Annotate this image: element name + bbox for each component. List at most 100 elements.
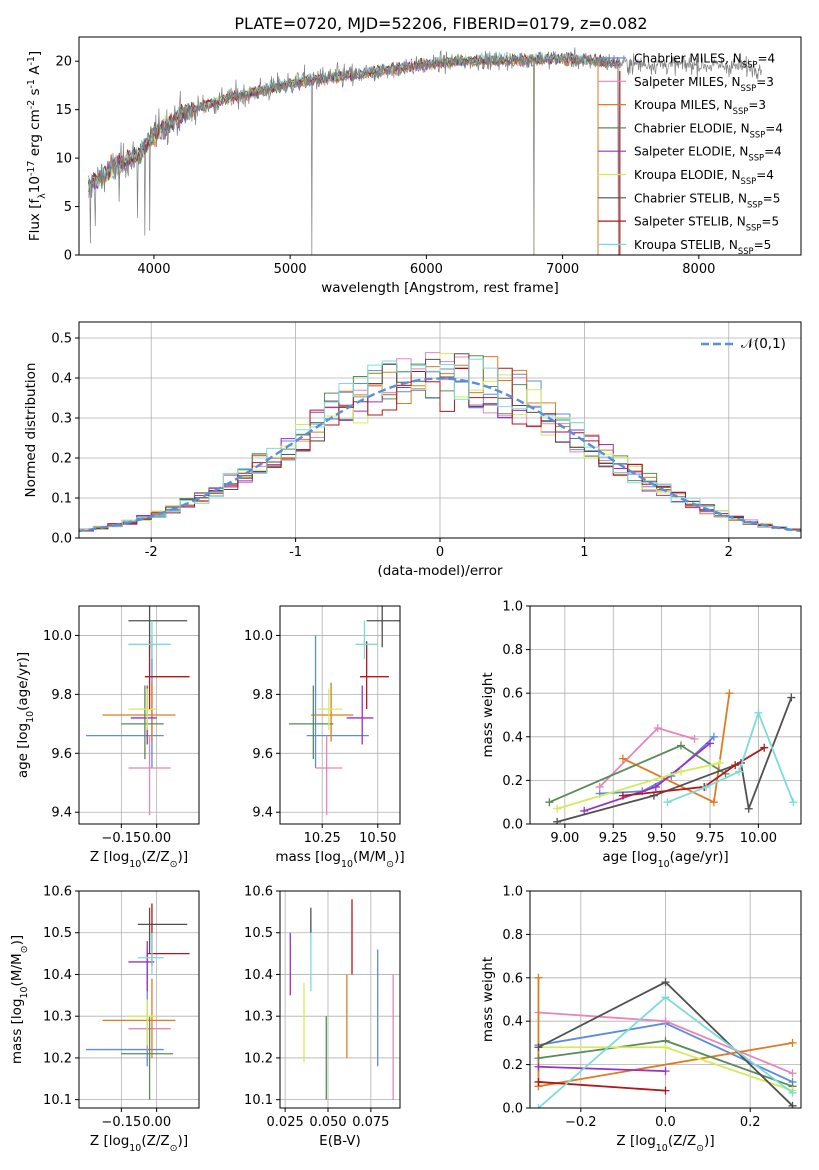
mass_vs_z-frame <box>78 890 200 1109</box>
y-tick-label: 0.0 <box>51 532 72 547</box>
weight-marker <box>709 798 718 807</box>
weight-marker <box>661 1067 670 1076</box>
legend-label: Chabrier ELODIE, NSSP=4 <box>634 121 783 139</box>
weight-marker <box>744 804 753 813</box>
x-axis-label: mass [log10(M/M⊙)] <box>275 849 404 870</box>
y-tick-label: 10.4 <box>244 968 273 983</box>
x-tick-label: 9.50 <box>647 831 676 846</box>
y-tick-label: 0 <box>64 249 72 264</box>
x-tick-label: 0.2 <box>740 1115 761 1130</box>
weight_vs_age-plot <box>545 689 798 824</box>
x-axis-label: (data-model)/error <box>377 563 503 579</box>
weight-marker <box>534 1054 543 1063</box>
gaussian-curve <box>79 377 801 533</box>
x-tick-label: -2 <box>145 545 158 560</box>
weight-marker <box>702 782 711 791</box>
legend-label: Salpeter ELODIE, NSSP=4 <box>634 145 782 163</box>
weight-marker <box>661 993 670 1002</box>
x-axis-label: age [log10(age/yr)] <box>602 849 728 870</box>
age_vs_mass-frame <box>279 605 401 825</box>
weight-line <box>538 1065 666 1073</box>
legend-label: Kroupa STELIB, NSSP=5 <box>634 238 771 256</box>
x-tick-label: 0 <box>436 545 444 560</box>
observed-spectrum-line <box>88 47 762 255</box>
mass_vs_z-plot <box>86 903 190 1100</box>
y-tick-label: 0.2 <box>51 452 72 467</box>
weight-marker <box>553 817 562 824</box>
x-tick-label: 0.025 <box>267 1115 304 1130</box>
spectrum-frame <box>78 36 802 256</box>
weight-line <box>538 1081 666 1092</box>
x-tick-label: -1 <box>289 545 302 560</box>
legend-label: Kroupa MILES, NSSP=3 <box>634 98 766 116</box>
x-tick-label: 0.050 <box>309 1115 346 1130</box>
y-axis-label: mass weight <box>480 672 496 757</box>
weight_vs_z-axes: −0.2 0.0 0.2 0.0 0.2 0.4 0.6 0.8 1.0 Z [log10(Z/Z… <box>480 885 801 1154</box>
weight-marker <box>709 732 718 741</box>
gaussian-legend-label: 𝒩(0,1) <box>741 336 786 352</box>
y-axis-label: age [log10(age/yr)] <box>15 652 36 778</box>
y-tick-label: 10.2 <box>43 1051 72 1066</box>
x-tick-label: 2 <box>725 545 733 560</box>
weight-marker <box>661 978 670 987</box>
y-tick-label: 10.6 <box>244 885 273 900</box>
spectrum-axes: 4000 5000 6000 7000 8000 0 5 10 15 20 wavelength [… <box>26 51 716 296</box>
y-tick-label: 10.1 <box>244 1093 273 1108</box>
weight-marker <box>661 1086 670 1095</box>
weight-marker <box>788 1088 797 1097</box>
figure-title: PLATE=0720, MJD=52206, FIBERID=0179, z=0… <box>234 14 647 33</box>
age_vs_z-plot <box>86 606 190 816</box>
weight-marker <box>788 1101 797 1108</box>
x-tick-label: 10.25 <box>304 831 341 846</box>
y-tick-label: 0.5 <box>51 332 72 347</box>
x-tick-label: 9.00 <box>550 831 579 846</box>
y-axis-label: mass [log10(M/M⊙)] <box>9 935 30 1064</box>
y-tick-label: 9.4 <box>51 806 72 821</box>
y-tick-label: 1.0 <box>502 600 523 615</box>
mass_vs_ebv-axes: 0.025 0.050 0.075 10.1 10.2 10.3 10.4 10.5 10.6 E… <box>244 885 400 1149</box>
y-axis-label: mass weight <box>480 957 496 1042</box>
weight-marker <box>651 782 660 791</box>
x-axis-label: wavelength [Angstrom, rest frame] <box>321 280 559 296</box>
weight-marker <box>618 754 627 763</box>
y-tick-label: 9.4 <box>252 806 273 821</box>
legend-label: Salpeter STELIB, NSSP=5 <box>634 215 779 233</box>
y-tick-label: 10.6 <box>43 885 72 900</box>
gaussian-legend: 𝒩(0,1) <box>701 336 786 352</box>
y-tick-label: 0.4 <box>51 372 72 387</box>
weight-marker <box>653 724 662 733</box>
y-tick-label: 10.3 <box>43 1010 72 1025</box>
x-tick-label: 0.00 <box>142 831 171 846</box>
y-tick-label: 9.6 <box>51 747 72 762</box>
weight-line <box>556 697 793 823</box>
mass_vs_ebv-plot <box>289 899 394 1100</box>
weight_vs_age-frame <box>529 605 802 825</box>
y-tick-label: 0.4 <box>502 730 523 745</box>
weight-marker <box>534 973 543 982</box>
y-tick-label: 10.0 <box>244 629 273 644</box>
y-tick-label: 0.6 <box>502 687 523 702</box>
y-axis-label: Flux [fλ10-17 erg cm-2 s-1 A-1] <box>26 51 48 241</box>
weight-marker <box>715 758 724 767</box>
x-tick-label: 7000 <box>546 262 579 277</box>
weight-line <box>583 742 711 812</box>
weight-line <box>622 746 765 797</box>
age_vs_mass-plot <box>288 606 400 816</box>
y-tick-label: 9.8 <box>51 688 72 703</box>
y-tick-label: 10 <box>55 152 72 167</box>
legend-label: Kroupa ELODIE, NSSP=4 <box>634 168 774 186</box>
x-tick-label: 5000 <box>274 262 307 277</box>
legend-label: Chabrier STELIB, NSSP=5 <box>634 191 780 209</box>
y-tick-label: 5 <box>64 200 72 215</box>
weight-marker <box>754 708 763 717</box>
y-tick-label: 0.2 <box>502 1058 523 1073</box>
weight-marker <box>534 1043 543 1052</box>
x-tick-label: 1 <box>580 545 588 560</box>
weight-marker <box>553 804 562 813</box>
weight-marker <box>534 1104 543 1108</box>
spectrum-plot <box>88 47 762 255</box>
weight-marker <box>789 798 798 807</box>
weight-marker <box>595 782 604 791</box>
y-tick-label: 0.0 <box>502 818 523 833</box>
weight-marker <box>735 767 744 776</box>
